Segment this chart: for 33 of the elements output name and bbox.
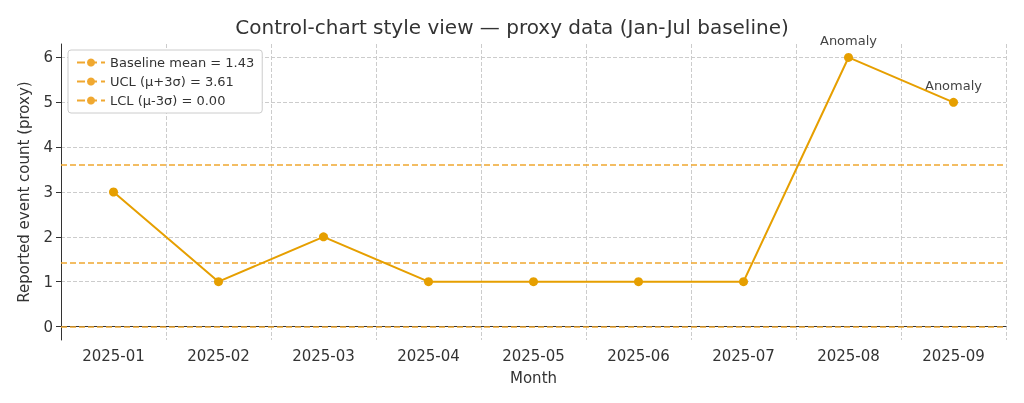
y-tick-label: 1 <box>43 272 53 291</box>
point <box>109 187 118 197</box>
annotation: Anomaly <box>924 78 983 94</box>
chart-title: Control-chart style view — proxy data (Jan-Jul baseline) <box>235 15 789 39</box>
point <box>529 277 538 287</box>
legend-label: UCL (μ+3σ) = 3.61 <box>110 74 234 89</box>
x-tick-label: 2025-02 <box>187 346 250 365</box>
y-tick-label: 3 <box>43 183 53 201</box>
x-tick-label: 2025-08 <box>817 346 880 365</box>
x-tick-label: 2025-03 <box>292 346 355 365</box>
point <box>844 52 853 62</box>
point <box>739 277 748 287</box>
y-axis-title: Reported event count (proxy) <box>14 81 33 303</box>
x-tick-label: 2025-05 <box>502 346 565 365</box>
x-tick-label: 2025-04 <box>397 346 460 365</box>
x-tick-label: 2025-06 <box>607 346 670 365</box>
x-tick-label: 2025-07 <box>712 346 775 365</box>
point <box>319 232 328 242</box>
x-tick-label: 2025-01 <box>82 346 145 365</box>
x-tick-label: 2025-09 <box>922 346 985 365</box>
legend-label: LCL (μ-3σ) = 0.00 <box>110 93 226 108</box>
point <box>949 97 958 107</box>
point <box>214 277 223 287</box>
annotation: Anomaly <box>819 33 878 49</box>
point <box>424 277 433 287</box>
y-tick-label: 5 <box>43 93 53 112</box>
y-tick-label: 4 <box>43 138 53 157</box>
y-tick-label: 6 <box>43 48 53 67</box>
legend-label: Baseline mean = 1.43 <box>110 55 255 70</box>
y-tick-label: 2 <box>43 227 53 246</box>
x-axis-title: Month <box>509 368 558 387</box>
y-tick-label: 0 <box>43 317 53 336</box>
point <box>634 277 643 287</box>
